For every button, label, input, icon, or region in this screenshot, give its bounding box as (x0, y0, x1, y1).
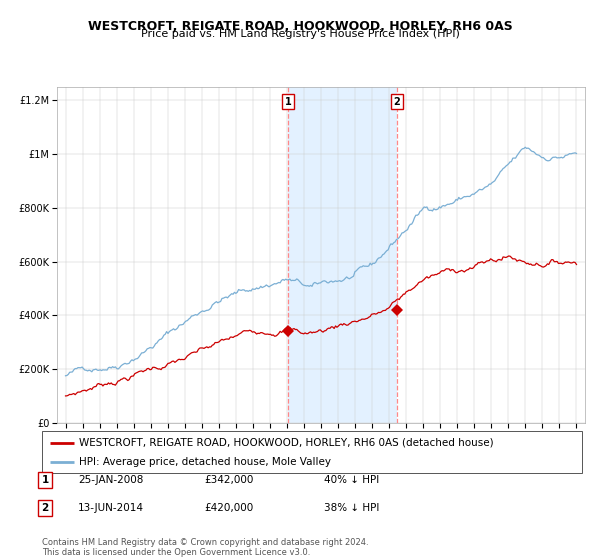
Text: Price paid vs. HM Land Registry's House Price Index (HPI): Price paid vs. HM Land Registry's House … (140, 29, 460, 39)
Bar (288, 87, 397, 423)
Text: £342,000: £342,000 (204, 475, 253, 485)
Text: 1: 1 (41, 475, 49, 485)
Text: 1: 1 (285, 97, 292, 107)
Text: 2: 2 (41, 503, 49, 513)
Text: 13-JUN-2014: 13-JUN-2014 (78, 503, 144, 513)
Text: WESTCROFT, REIGATE ROAD, HOOKWOOD, HORLEY, RH6 0AS: WESTCROFT, REIGATE ROAD, HOOKWOOD, HORLE… (88, 20, 512, 32)
Text: HPI: Average price, detached house, Mole Valley: HPI: Average price, detached house, Mole… (79, 457, 331, 467)
Text: 40% ↓ HPI: 40% ↓ HPI (324, 475, 379, 485)
Text: WESTCROFT, REIGATE ROAD, HOOKWOOD, HORLEY, RH6 0AS (detached house): WESTCROFT, REIGATE ROAD, HOOKWOOD, HORLE… (79, 437, 493, 447)
Text: £420,000: £420,000 (204, 503, 253, 513)
Text: Contains HM Land Registry data © Crown copyright and database right 2024.
This d: Contains HM Land Registry data © Crown c… (42, 538, 368, 557)
FancyBboxPatch shape (42, 431, 582, 473)
Text: 25-JAN-2008: 25-JAN-2008 (78, 475, 143, 485)
Text: 2: 2 (394, 97, 400, 107)
Text: 38% ↓ HPI: 38% ↓ HPI (324, 503, 379, 513)
